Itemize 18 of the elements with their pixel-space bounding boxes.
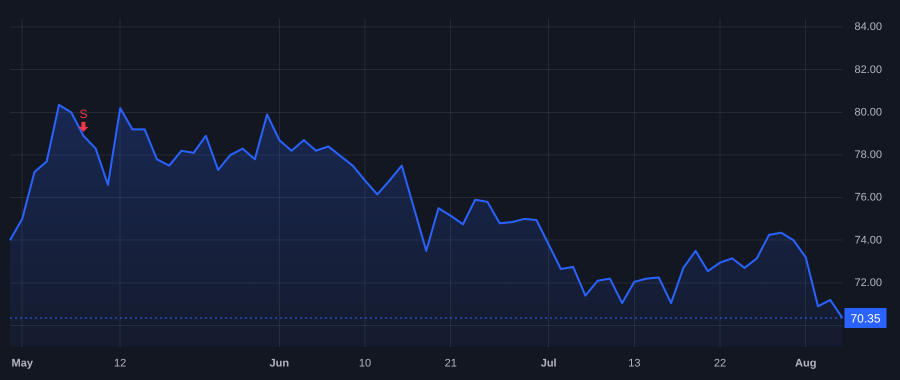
y-tick-label: 74.00 xyxy=(854,234,882,246)
x-tick-label: Jul xyxy=(540,357,557,370)
x-tick-label: May xyxy=(12,357,34,370)
x-tick-label: 13 xyxy=(628,357,640,370)
x-tick-label: 12 xyxy=(114,357,126,370)
y-tick-label: 76.00 xyxy=(854,192,882,204)
x-tick-label: 21 xyxy=(444,357,457,370)
y-tick-label: 78.00 xyxy=(854,149,882,162)
x-tick-label: Aug xyxy=(795,357,816,370)
y-tick-label: 82.00 xyxy=(854,64,882,76)
x-tick-label: Jun xyxy=(270,357,290,370)
x-tick-label: 10 xyxy=(358,357,372,370)
annotation: S xyxy=(79,107,88,122)
y-tick-label: 72.00 xyxy=(854,276,882,289)
y-tick-label: 80.00 xyxy=(854,106,882,118)
x-tick-label: 22 xyxy=(714,357,726,370)
y-tick-label: 84.00 xyxy=(854,21,882,34)
ref-line-label: 70.35 xyxy=(850,311,881,326)
